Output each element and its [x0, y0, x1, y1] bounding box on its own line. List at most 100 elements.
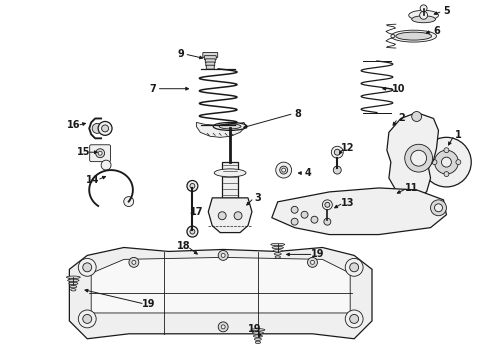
- Ellipse shape: [271, 243, 285, 246]
- Circle shape: [98, 121, 112, 135]
- Circle shape: [78, 310, 96, 328]
- Circle shape: [96, 149, 104, 158]
- Polygon shape: [196, 122, 246, 137]
- Text: 11: 11: [405, 183, 418, 193]
- Ellipse shape: [213, 122, 247, 130]
- Polygon shape: [91, 257, 350, 313]
- Circle shape: [345, 258, 363, 276]
- Text: 15: 15: [76, 147, 90, 157]
- FancyBboxPatch shape: [205, 59, 215, 63]
- Ellipse shape: [252, 332, 264, 334]
- Circle shape: [421, 137, 471, 187]
- Circle shape: [432, 159, 437, 165]
- Circle shape: [291, 206, 298, 213]
- Text: 17: 17: [190, 207, 203, 217]
- Circle shape: [218, 212, 226, 220]
- Polygon shape: [70, 247, 372, 339]
- Text: 19: 19: [248, 324, 262, 334]
- Polygon shape: [387, 113, 439, 198]
- Text: 8: 8: [294, 108, 301, 118]
- Circle shape: [331, 146, 343, 158]
- Circle shape: [350, 314, 359, 323]
- Ellipse shape: [70, 285, 77, 288]
- Text: 13: 13: [341, 198, 354, 208]
- Text: 16: 16: [67, 121, 80, 130]
- Circle shape: [190, 229, 195, 234]
- Circle shape: [187, 226, 198, 237]
- Circle shape: [411, 150, 427, 166]
- Circle shape: [291, 218, 298, 225]
- Ellipse shape: [68, 279, 79, 282]
- Text: 12: 12: [341, 143, 354, 153]
- Ellipse shape: [391, 30, 437, 42]
- Polygon shape: [272, 188, 446, 235]
- Circle shape: [221, 253, 225, 257]
- Circle shape: [83, 263, 92, 272]
- Circle shape: [78, 258, 96, 276]
- Circle shape: [435, 204, 442, 212]
- Text: 2: 2: [398, 113, 405, 123]
- FancyBboxPatch shape: [206, 62, 215, 66]
- Polygon shape: [208, 198, 252, 233]
- Ellipse shape: [273, 249, 282, 252]
- Circle shape: [218, 251, 228, 260]
- Circle shape: [405, 144, 433, 172]
- FancyBboxPatch shape: [203, 53, 218, 58]
- Circle shape: [324, 218, 331, 225]
- Circle shape: [350, 263, 359, 272]
- Text: 14: 14: [86, 175, 100, 185]
- Ellipse shape: [253, 335, 263, 337]
- Circle shape: [441, 157, 451, 167]
- Ellipse shape: [69, 282, 78, 285]
- Circle shape: [412, 112, 421, 121]
- Circle shape: [333, 166, 341, 174]
- Text: 6: 6: [433, 26, 440, 36]
- Circle shape: [190, 184, 195, 188]
- Circle shape: [301, 211, 308, 218]
- Ellipse shape: [219, 124, 241, 129]
- Circle shape: [280, 166, 288, 174]
- Ellipse shape: [214, 169, 246, 177]
- FancyBboxPatch shape: [206, 65, 214, 69]
- Circle shape: [334, 149, 340, 155]
- Ellipse shape: [71, 288, 76, 291]
- FancyBboxPatch shape: [204, 56, 216, 60]
- Circle shape: [435, 150, 458, 174]
- Circle shape: [325, 202, 330, 207]
- Circle shape: [308, 257, 318, 267]
- Circle shape: [419, 11, 428, 19]
- Ellipse shape: [275, 256, 280, 258]
- Circle shape: [322, 200, 332, 210]
- Circle shape: [456, 159, 461, 165]
- Circle shape: [431, 200, 446, 216]
- Ellipse shape: [254, 338, 261, 341]
- Circle shape: [101, 160, 111, 170]
- Ellipse shape: [412, 16, 436, 23]
- Ellipse shape: [396, 32, 432, 40]
- Circle shape: [132, 260, 136, 264]
- Circle shape: [311, 260, 315, 264]
- Ellipse shape: [272, 246, 283, 249]
- Bar: [222, 162, 238, 198]
- Text: 18: 18: [177, 242, 190, 252]
- Text: 7: 7: [149, 84, 156, 94]
- Circle shape: [221, 325, 225, 329]
- Ellipse shape: [409, 10, 439, 20]
- Circle shape: [234, 212, 242, 220]
- Text: 9: 9: [177, 49, 184, 59]
- Circle shape: [282, 168, 286, 172]
- Circle shape: [101, 125, 109, 132]
- Text: 19: 19: [311, 249, 324, 260]
- Text: 4: 4: [304, 168, 311, 178]
- Circle shape: [124, 197, 134, 207]
- Circle shape: [187, 180, 198, 192]
- Ellipse shape: [255, 341, 261, 343]
- Circle shape: [276, 162, 292, 178]
- Ellipse shape: [251, 329, 265, 331]
- Circle shape: [92, 123, 102, 133]
- FancyBboxPatch shape: [90, 145, 111, 162]
- Circle shape: [345, 310, 363, 328]
- Text: 3: 3: [254, 193, 261, 203]
- Circle shape: [83, 314, 92, 323]
- Circle shape: [311, 216, 318, 223]
